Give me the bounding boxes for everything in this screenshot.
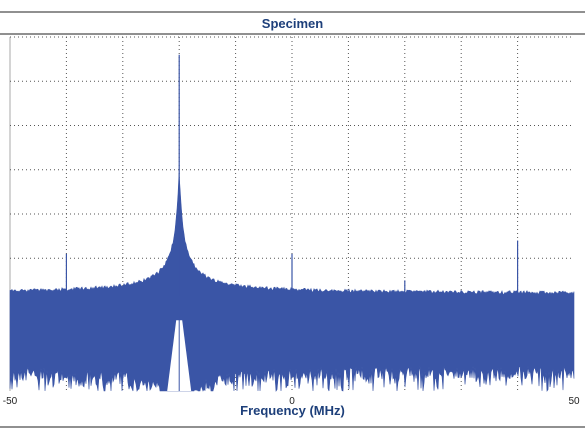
x-tick-label: 50	[568, 396, 580, 407]
spectrum-band	[9, 173, 575, 392]
chart-title: Specimen	[261, 15, 324, 31]
x-axis-label: Frequency (MHz)	[240, 403, 345, 418]
x-tick-label: 0	[289, 396, 295, 407]
x-tick-label: -50	[3, 396, 18, 407]
